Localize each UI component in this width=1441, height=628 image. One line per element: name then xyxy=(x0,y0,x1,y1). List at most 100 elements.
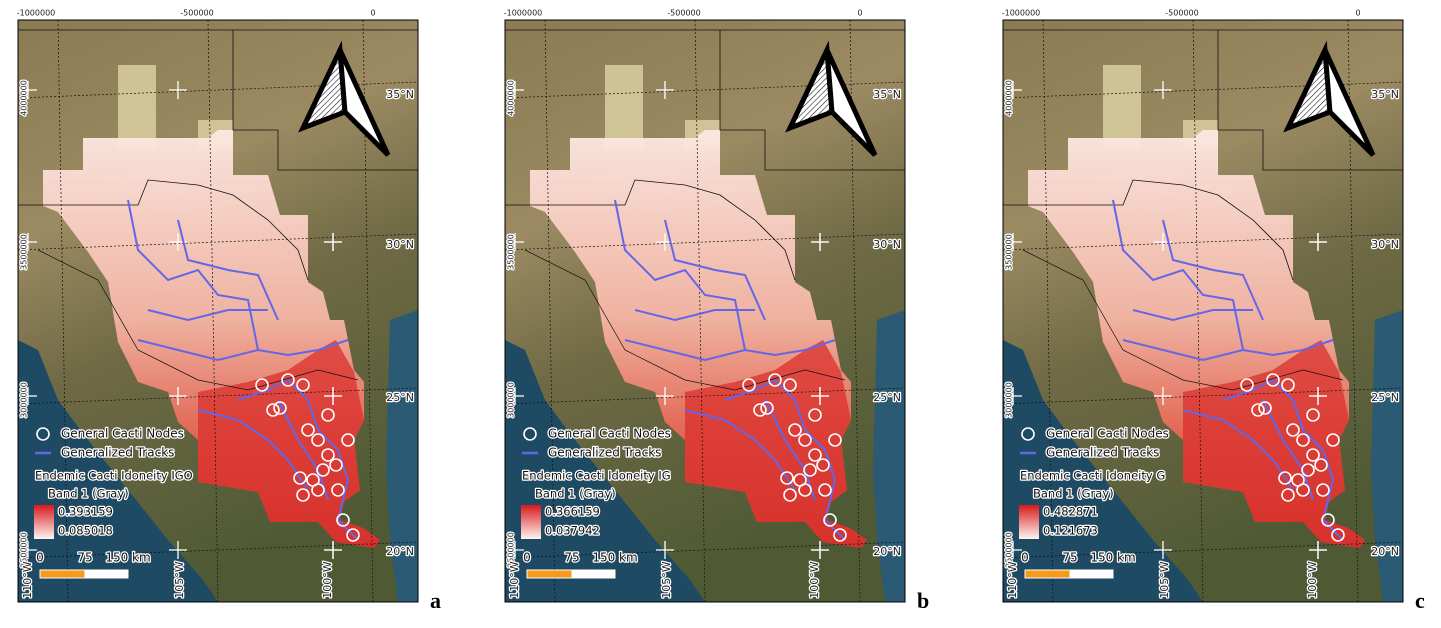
cacti-node xyxy=(346,528,360,542)
generalized-track xyxy=(1112,199,1244,351)
cacti-node xyxy=(783,378,797,392)
latitude-label: 35°N xyxy=(873,88,901,101)
graticule xyxy=(1002,541,1404,559)
scale-bar-segment xyxy=(1024,569,1071,579)
scale-bar-segment xyxy=(1069,569,1114,579)
legend-min: 0.121673 xyxy=(1043,524,1098,538)
scale-label: 150 km xyxy=(592,551,637,565)
cacti-node xyxy=(1258,401,1272,415)
left-axis-label: 3500000 xyxy=(20,234,29,270)
generalized-track xyxy=(177,219,279,321)
top-axis-label: -1000000 xyxy=(504,9,543,18)
cacti-node xyxy=(818,483,832,497)
scale-label: 150 km xyxy=(1090,551,1135,565)
legend-title: Endemic Cacti Idoneity IG xyxy=(522,469,671,483)
cacti-node xyxy=(768,373,782,387)
state-border xyxy=(505,179,796,281)
legend-nodes: General Cacti Nodes xyxy=(1046,427,1169,441)
legend-band: Band 1 (Gray) xyxy=(535,487,616,501)
cacti-node xyxy=(311,483,325,497)
cacti-node xyxy=(828,433,842,447)
generalized-track xyxy=(664,219,766,321)
legend-nodes: General Cacti Nodes xyxy=(61,427,184,441)
generalized-track xyxy=(1262,399,1314,501)
cacti-node xyxy=(293,471,307,485)
cacti-node xyxy=(760,401,774,415)
generalized-track xyxy=(1222,378,1344,541)
left-axis-label: 2500000 xyxy=(20,532,29,568)
state-border xyxy=(37,249,359,391)
scale-label: 0 xyxy=(36,551,44,565)
cacti-node xyxy=(1296,433,1310,447)
legend-max: 0.482871 xyxy=(1043,505,1098,519)
longitude-label: 110°W xyxy=(1006,561,1019,598)
graticule xyxy=(1002,387,1404,405)
graticule xyxy=(1042,19,1054,603)
map-panel: 4000000 3500000 3000000 2500000 35°N 30°N 25°N… xyxy=(504,19,906,603)
latitude-label: 25°N xyxy=(873,391,901,404)
scale-label: 75 xyxy=(1062,551,1077,565)
legend-ramp xyxy=(1019,505,1039,539)
generalized-track xyxy=(1122,339,1334,362)
gulf xyxy=(873,310,905,602)
ocean xyxy=(1003,340,1203,602)
map-frame xyxy=(1002,19,1404,603)
left-axis-label: 4000000 xyxy=(507,80,516,116)
legend-ramp xyxy=(34,505,54,539)
scale-bar-segment xyxy=(526,569,573,579)
longitude-label: 105°W xyxy=(660,561,673,598)
latitude-label: 35°N xyxy=(1371,88,1399,101)
cacti-node xyxy=(1314,458,1328,472)
latitude-label: 20°N xyxy=(1371,545,1399,558)
generalized-track xyxy=(1162,219,1264,321)
scale-bar-segment xyxy=(571,569,616,579)
longitude-label: 110°W xyxy=(21,561,34,598)
state-border xyxy=(18,179,309,281)
latitude-label: 25°N xyxy=(386,391,414,404)
generalized-track xyxy=(1132,309,1253,322)
state-border xyxy=(1217,30,1403,171)
cacti-node xyxy=(1251,403,1265,417)
gulf xyxy=(1371,310,1403,602)
scale-bar-segment xyxy=(84,569,129,579)
longitude-label: 100°W xyxy=(1306,561,1319,598)
high-idoneity xyxy=(198,340,380,548)
cacti-node xyxy=(331,483,345,497)
map-frame xyxy=(17,19,419,603)
cacti-node xyxy=(783,488,797,502)
state-border xyxy=(719,30,905,171)
legend-max: 0.366159 xyxy=(545,505,600,519)
gulf xyxy=(386,310,418,602)
legend-min: 0.085018 xyxy=(58,524,113,538)
state-border xyxy=(1003,179,1294,281)
generalized-track xyxy=(684,409,796,491)
generalized-track xyxy=(614,199,746,351)
left-axis-label: 3000000 xyxy=(1005,382,1014,418)
graticule xyxy=(1192,19,1204,603)
latitude-label: 20°N xyxy=(386,545,414,558)
top-axis-label: -500000 xyxy=(1165,9,1198,18)
cacti-node xyxy=(1301,463,1315,477)
left-axis-label: 3000000 xyxy=(507,382,516,418)
cacti-node xyxy=(1278,471,1292,485)
cacti-node xyxy=(798,483,812,497)
top-axis-label: -500000 xyxy=(667,9,700,18)
legend-min: 0.037942 xyxy=(545,524,600,538)
latitude-label: 30°N xyxy=(386,238,414,251)
graticule xyxy=(17,541,419,559)
cacti-node xyxy=(753,403,767,417)
legend-tracks: Generalized Tracks xyxy=(1046,446,1159,460)
cacti-node xyxy=(808,408,822,422)
cacti-node xyxy=(803,463,817,477)
generalized-track xyxy=(724,378,846,541)
cacti-node xyxy=(273,401,287,415)
legend-band: Band 1 (Gray) xyxy=(1033,487,1114,501)
high-idoneity xyxy=(685,340,867,548)
legend-nodes: General Cacti Nodes xyxy=(548,427,671,441)
legend-node-symbol xyxy=(36,427,50,441)
graticule xyxy=(207,19,219,603)
cacti-node xyxy=(341,433,355,447)
graticule xyxy=(504,233,906,251)
graticule xyxy=(694,19,706,603)
